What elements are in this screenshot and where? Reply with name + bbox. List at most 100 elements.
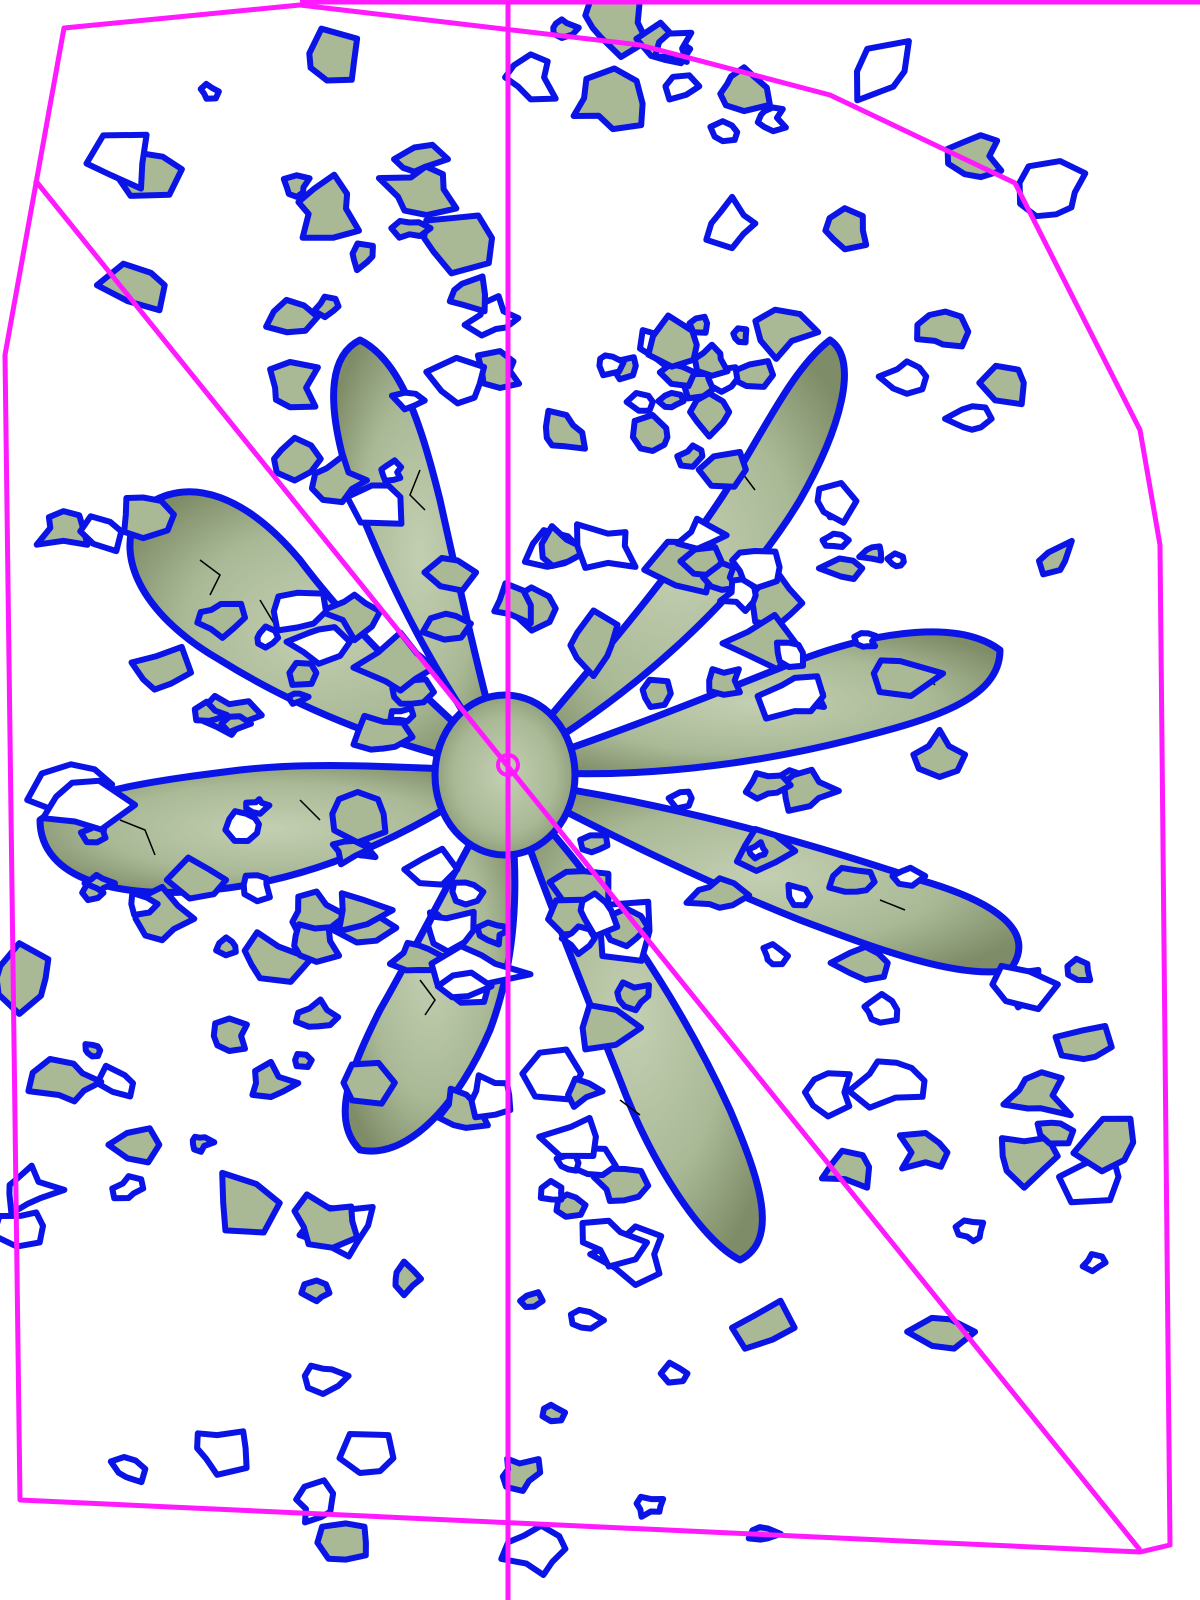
fragment (1070, 1115, 1137, 1175)
fragment (819, 530, 852, 550)
fragment (674, 442, 706, 470)
center-marker (496, 753, 520, 777)
fragment (910, 726, 969, 780)
fragment (392, 1258, 424, 1299)
fragment (1034, 1119, 1077, 1147)
texture-mark (299, 799, 321, 821)
fragment (802, 1070, 853, 1120)
fragment (82, 1041, 104, 1060)
fragment (191, 698, 230, 724)
fragment (197, 80, 222, 102)
fragment (1000, 1069, 1074, 1119)
fragment (884, 550, 907, 570)
fragment (189, 1133, 218, 1155)
texture-mark (879, 899, 906, 911)
fragment (1079, 1251, 1109, 1275)
fragment (542, 407, 588, 452)
fragment (401, 845, 461, 888)
fragment (387, 705, 417, 725)
fragment (889, 864, 929, 889)
fragment (83, 131, 150, 192)
fragment (537, 1178, 565, 1203)
fragment (896, 1130, 951, 1172)
fragment (267, 359, 321, 411)
fragment (785, 881, 814, 909)
texture-mark (119, 819, 156, 856)
fragment (425, 908, 477, 955)
fragment (870, 657, 947, 699)
fragment (861, 991, 901, 1026)
fragment (329, 789, 389, 846)
fragment (121, 494, 177, 542)
fragment (567, 607, 621, 679)
fragment (449, 879, 487, 908)
fragment (730, 325, 750, 346)
fragment (344, 482, 405, 527)
fragment (499, 1455, 544, 1494)
fragment (645, 312, 700, 370)
fragment (952, 1217, 987, 1245)
fragment (213, 934, 239, 959)
fragment (827, 943, 891, 983)
fragment (1052, 1023, 1115, 1063)
fragment (468, 1072, 514, 1121)
fragment (818, 1147, 873, 1191)
fragment (742, 770, 794, 802)
fragment (657, 1359, 691, 1386)
fragment (388, 389, 428, 413)
fragment (695, 449, 749, 490)
fragment (558, 923, 598, 958)
fragment (623, 390, 656, 414)
fragment (579, 1002, 645, 1053)
fragment (336, 1431, 397, 1476)
segmentation-fragments (0, 0, 1137, 1578)
fragment (291, 1191, 361, 1251)
fragment (222, 808, 262, 844)
fragment (674, 515, 730, 552)
fragment (752, 306, 822, 362)
fragment (998, 1134, 1061, 1191)
fragment (292, 996, 342, 1030)
fragment (163, 854, 230, 902)
fragment (1064, 955, 1094, 984)
fragment (421, 212, 495, 277)
fragment (249, 1058, 302, 1100)
texture-mark (619, 1099, 641, 1116)
fragment (639, 676, 674, 710)
fragment (378, 457, 405, 484)
fragment (128, 643, 194, 693)
fragment (570, 65, 646, 133)
fragment (854, 38, 912, 104)
fragment (280, 172, 313, 200)
fragment (707, 118, 741, 145)
fragment (536, 1114, 599, 1159)
diagonal-axis-line (33, 178, 1142, 1552)
fragment (329, 837, 374, 868)
fragment (283, 624, 353, 667)
fragment (461, 293, 522, 339)
fragment (33, 508, 91, 548)
fragment (706, 666, 743, 698)
fragment (219, 1169, 283, 1236)
fragment (614, 979, 652, 1014)
fragment (577, 832, 611, 856)
fragment (502, 51, 559, 103)
fragment (243, 796, 273, 817)
leaf (330, 336, 509, 774)
fragment (218, 713, 254, 736)
fragment (590, 1165, 652, 1204)
fragment (349, 240, 376, 274)
fragment (574, 521, 639, 571)
fragment (662, 72, 703, 103)
fragment (729, 1297, 798, 1352)
fragment (498, 1522, 569, 1578)
fragment (241, 929, 315, 985)
fragment (311, 293, 342, 321)
fragment (79, 881, 107, 904)
fragment (845, 1058, 928, 1111)
fragment (474, 919, 510, 948)
fragment (655, 389, 687, 411)
fragment (822, 205, 870, 253)
fragment (306, 25, 361, 84)
